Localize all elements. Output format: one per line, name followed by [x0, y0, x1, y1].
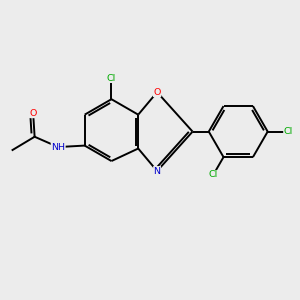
Text: Cl: Cl — [284, 127, 293, 136]
Text: Cl: Cl — [208, 170, 218, 179]
Text: NH: NH — [51, 142, 65, 152]
Text: O: O — [29, 109, 37, 118]
Text: O: O — [153, 88, 161, 97]
Text: Cl: Cl — [107, 74, 116, 82]
Text: N: N — [154, 167, 160, 176]
